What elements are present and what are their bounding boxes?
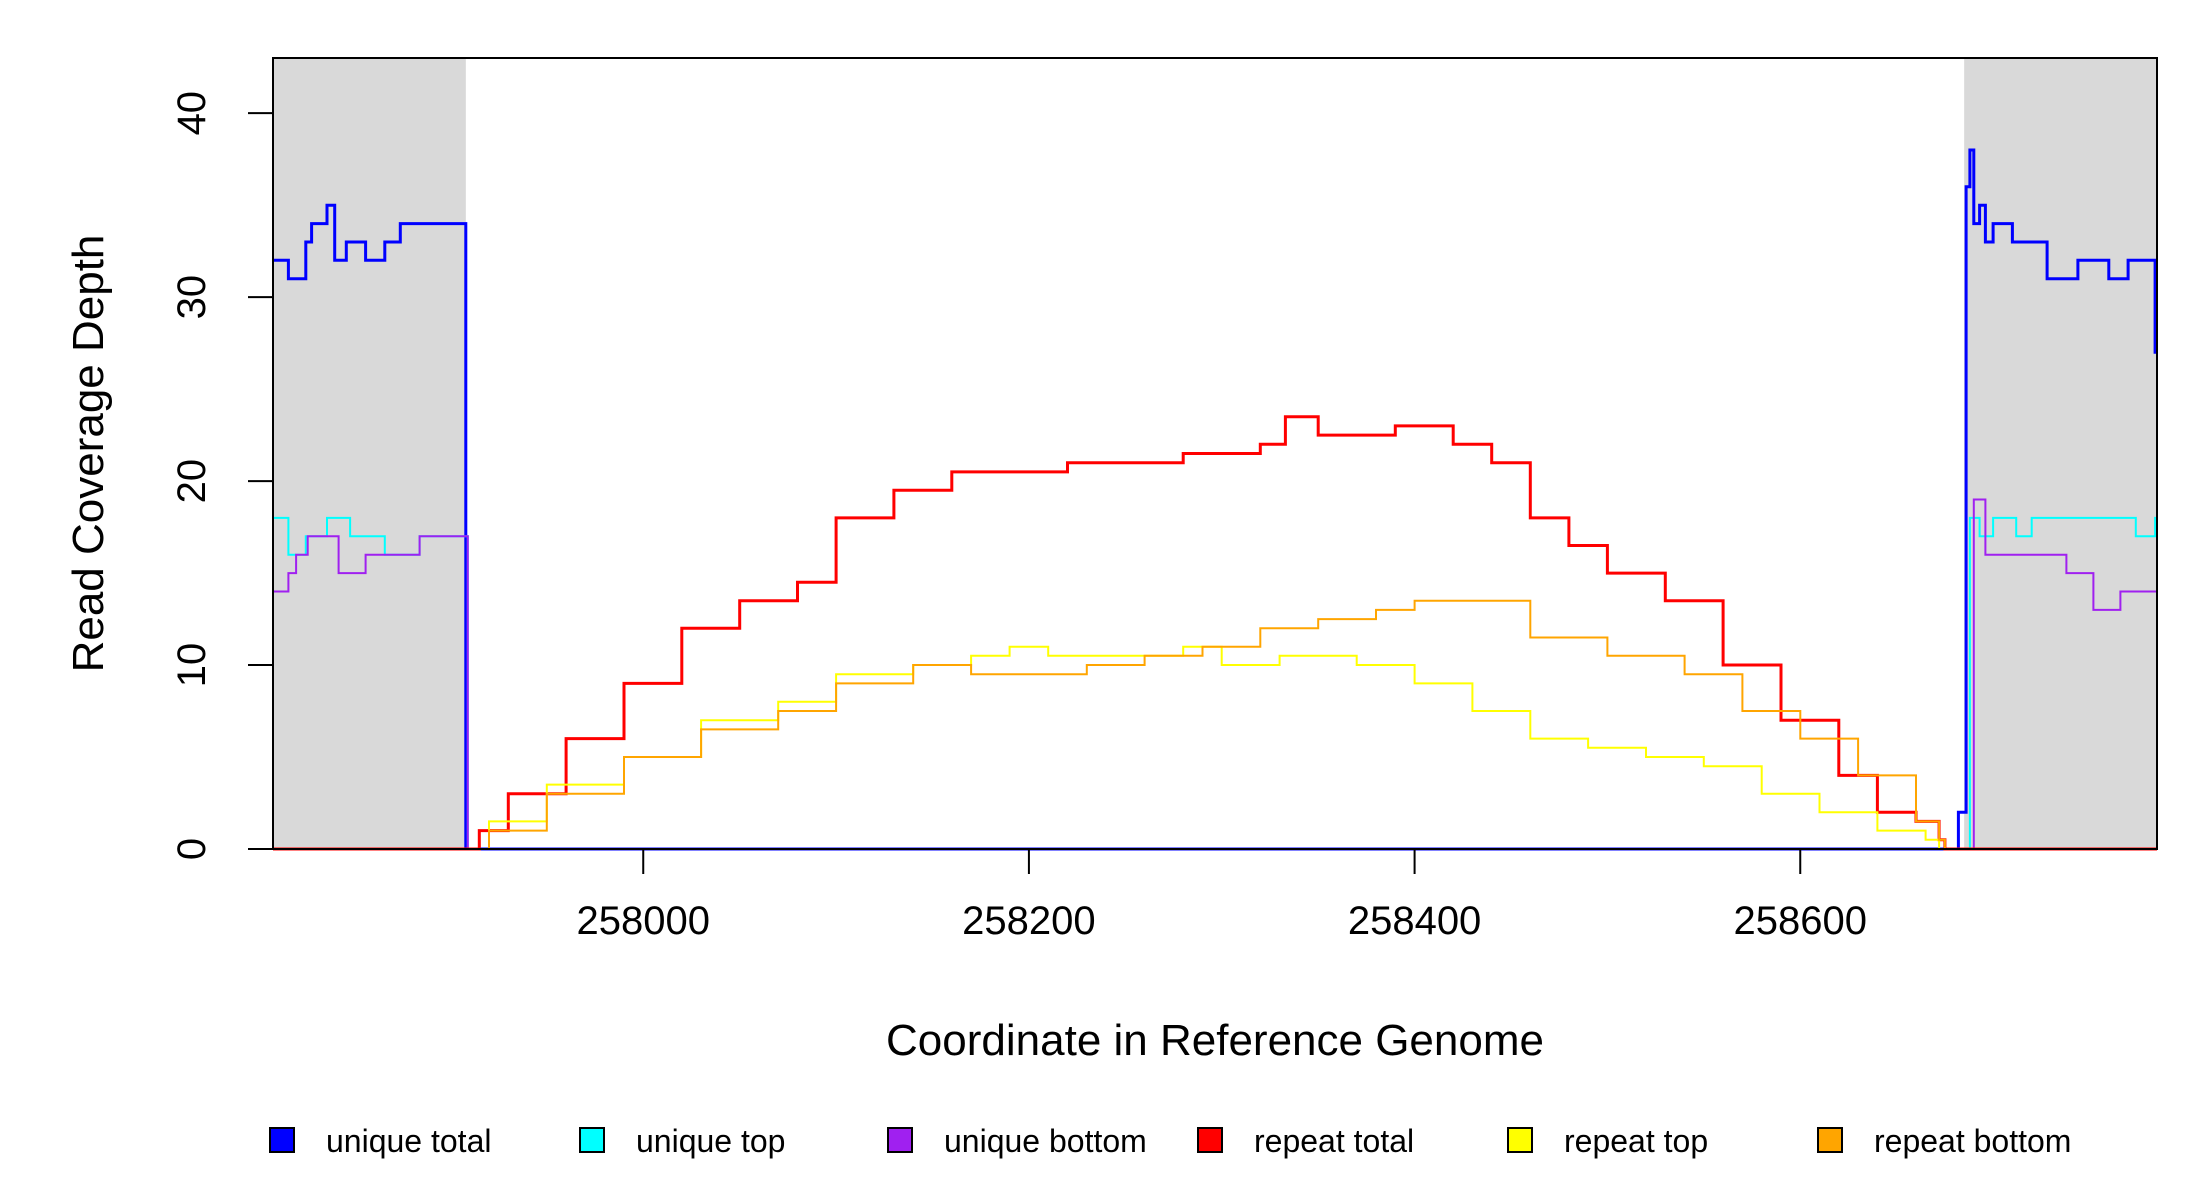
x-tick-label: 258600 xyxy=(1734,899,1867,943)
shaded-regions xyxy=(273,58,2157,849)
y-axis-title: Read Coverage Depth xyxy=(64,235,113,673)
legend-swatch xyxy=(579,1127,605,1153)
y-axis: 0 10 20 30 40 xyxy=(170,91,273,860)
series-lines xyxy=(273,148,2158,851)
x-tick-label: 258400 xyxy=(1348,899,1481,943)
x-axis: 258000 258200 258400 258600 xyxy=(577,849,1867,943)
legend-item-repeat-total: repeat total xyxy=(1197,1123,1414,1159)
plot-frame xyxy=(272,57,2158,850)
series-unique-bottom xyxy=(273,498,2158,850)
y-tick-label: 40 xyxy=(170,91,214,135)
x-tick-label: 258200 xyxy=(962,899,1095,943)
legend-swatch xyxy=(1817,1127,1843,1153)
y-tick-label: 20 xyxy=(170,459,214,504)
legend-label: repeat total xyxy=(1254,1123,1414,1159)
x-tick-label: 258000 xyxy=(577,899,710,943)
legend-item-unique-bottom: unique bottom xyxy=(887,1123,1147,1159)
series-repeat-top xyxy=(273,645,2157,850)
shaded-region-1 xyxy=(273,58,466,849)
y-tick-label: 10 xyxy=(170,643,214,688)
series-unique-top xyxy=(273,516,2158,850)
legend-swatch xyxy=(1507,1127,1533,1153)
legend-label: repeat top xyxy=(1564,1123,1708,1159)
legend-item-unique-total: unique total xyxy=(269,1123,491,1159)
legend-item-repeat-top: repeat top xyxy=(1507,1123,1708,1159)
legend-item-unique-top: unique top xyxy=(579,1123,785,1159)
legend-label: unique bottom xyxy=(944,1123,1147,1159)
legend-swatch xyxy=(269,1127,295,1153)
legend-label: unique top xyxy=(636,1123,785,1159)
legend-swatch xyxy=(1197,1127,1223,1153)
y-tick-label: 0 xyxy=(170,838,214,860)
series-unique-total xyxy=(273,148,2157,851)
legend-item-repeat-bottom: repeat bottom xyxy=(1817,1123,2071,1159)
y-tick-label: 30 xyxy=(170,275,214,320)
series-repeat-bottom xyxy=(273,599,2157,850)
legend-swatch xyxy=(887,1127,913,1153)
legend-label: repeat bottom xyxy=(1874,1123,2071,1159)
legend: unique total unique top unique bottom repea… xyxy=(269,1123,2071,1159)
x-axis-title: Coordinate in Reference Genome xyxy=(886,1016,1544,1065)
shaded-region-2 xyxy=(1964,58,2157,849)
legend-label: unique total xyxy=(326,1123,491,1159)
